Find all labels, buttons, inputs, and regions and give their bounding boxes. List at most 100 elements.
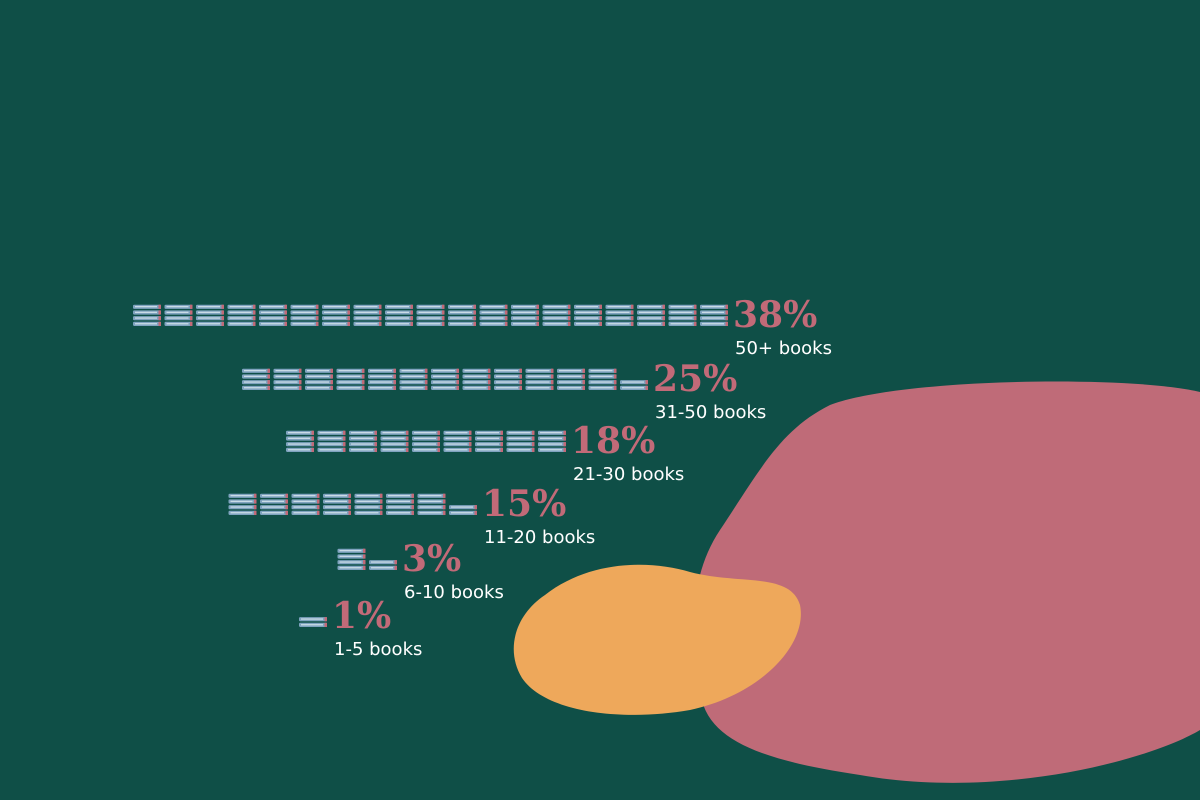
value-label: 15% bbox=[482, 483, 566, 525]
book-icon bbox=[700, 316, 728, 321]
book-icon bbox=[605, 321, 634, 326]
book-icon bbox=[431, 380, 459, 385]
book-icon bbox=[299, 622, 327, 627]
book-icon bbox=[227, 310, 256, 315]
category-label: 21-30 books bbox=[573, 464, 684, 485]
book-icon bbox=[317, 430, 346, 435]
book-icon bbox=[417, 510, 446, 515]
book-icon bbox=[449, 505, 477, 510]
book-icon bbox=[368, 380, 396, 385]
book-icon bbox=[322, 316, 350, 321]
book-icon bbox=[259, 310, 287, 315]
book-icon bbox=[700, 304, 728, 309]
book-icon bbox=[368, 385, 396, 390]
book-icon bbox=[557, 380, 585, 385]
book-icon bbox=[525, 368, 554, 373]
book-icon bbox=[479, 321, 508, 326]
book-icon bbox=[322, 304, 350, 309]
book-icon bbox=[291, 493, 320, 498]
book-icon bbox=[228, 493, 257, 498]
book-icon bbox=[305, 374, 333, 379]
book-icon bbox=[511, 321, 539, 326]
book-icon bbox=[317, 436, 346, 441]
book-icon bbox=[479, 310, 508, 315]
book-icon bbox=[196, 310, 224, 315]
book-icon bbox=[700, 321, 728, 326]
book-icon bbox=[353, 304, 382, 309]
book-icon bbox=[337, 548, 366, 553]
book-icon bbox=[196, 316, 224, 321]
book-icon bbox=[538, 442, 566, 447]
book-icon bbox=[242, 380, 270, 385]
book-icon bbox=[511, 316, 539, 321]
book-icon bbox=[494, 385, 522, 390]
book-icon bbox=[448, 316, 476, 321]
book-icon bbox=[431, 385, 459, 390]
book-icon bbox=[305, 385, 333, 390]
book-icon bbox=[322, 310, 350, 315]
book-icon bbox=[242, 385, 270, 390]
book-icon bbox=[164, 316, 193, 321]
book-icon bbox=[380, 447, 409, 452]
book-icon bbox=[133, 316, 161, 321]
category-label: 11-20 books bbox=[484, 527, 595, 548]
book-icon bbox=[443, 430, 472, 435]
book-icon bbox=[260, 493, 288, 498]
book-icon bbox=[588, 374, 617, 379]
book-icon bbox=[196, 304, 224, 309]
book-icon bbox=[336, 374, 365, 379]
book-icon bbox=[260, 505, 288, 510]
book-icon bbox=[443, 436, 472, 441]
book-icon bbox=[412, 430, 440, 435]
book-icon bbox=[399, 385, 428, 390]
book-icon bbox=[290, 310, 319, 315]
book-icon bbox=[386, 499, 414, 504]
book-icon bbox=[588, 380, 617, 385]
book-icon bbox=[412, 447, 440, 452]
book-icon bbox=[557, 385, 585, 390]
book-icon bbox=[337, 554, 366, 559]
book-icon bbox=[506, 447, 535, 452]
book-icon bbox=[353, 316, 382, 321]
book-icon bbox=[273, 368, 302, 373]
book-icon bbox=[305, 380, 333, 385]
book-icon bbox=[305, 368, 333, 373]
book-icon bbox=[399, 374, 428, 379]
orange-blob bbox=[513, 564, 801, 715]
book-icon bbox=[574, 304, 602, 309]
book-icon bbox=[637, 321, 665, 326]
category-label: 50+ books bbox=[735, 338, 832, 359]
book-icon bbox=[323, 499, 351, 504]
book-icon bbox=[668, 316, 697, 321]
book-icon bbox=[299, 617, 327, 622]
book-icon bbox=[416, 310, 445, 315]
book-icon bbox=[260, 499, 288, 504]
book-icon bbox=[290, 321, 319, 326]
book-icon bbox=[228, 499, 257, 504]
book-icon bbox=[290, 304, 319, 309]
book-icon bbox=[337, 565, 366, 570]
book-icon bbox=[525, 380, 554, 385]
book-icon bbox=[475, 430, 503, 435]
book-icon bbox=[538, 430, 566, 435]
book-icon bbox=[443, 442, 472, 447]
book-icon bbox=[291, 499, 320, 504]
book-icon bbox=[369, 560, 397, 565]
book-icon bbox=[336, 380, 365, 385]
book-icon bbox=[273, 380, 302, 385]
bar-21-30-books: 18%21-30 books bbox=[286, 420, 684, 485]
book-icon bbox=[620, 380, 648, 385]
book-icon bbox=[290, 316, 319, 321]
book-icon bbox=[557, 374, 585, 379]
book-icon bbox=[462, 374, 491, 379]
book-icon bbox=[417, 505, 446, 510]
book-icon bbox=[574, 310, 602, 315]
book-icon bbox=[605, 316, 634, 321]
book-icon bbox=[416, 304, 445, 309]
book-icon bbox=[354, 499, 383, 504]
book-icon bbox=[317, 442, 346, 447]
book-icon bbox=[273, 374, 302, 379]
book-icon bbox=[668, 304, 697, 309]
book-icon bbox=[368, 374, 396, 379]
